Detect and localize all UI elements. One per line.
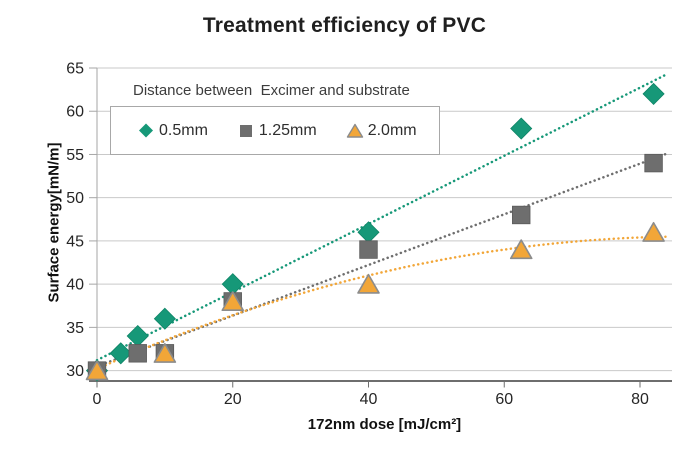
- data-point-0.5mm: [510, 117, 533, 140]
- y-tick-label: 65: [66, 61, 84, 78]
- legend-label: 0.5mm: [159, 121, 208, 139]
- legend-label: 1.25mm: [258, 121, 317, 139]
- x-tick-label: 20: [224, 391, 242, 408]
- data-point-0.5mm: [153, 307, 176, 330]
- data-point-1.25mm: [644, 153, 663, 173]
- legend-item-2.0mm: 2.0mm: [346, 122, 417, 140]
- data-point-2.0mm: [357, 273, 380, 294]
- data-point-1.25mm: [359, 240, 378, 259]
- x-axis-label: 172nm dose [mJ/cm²]: [307, 416, 462, 433]
- y-tick-label: 30: [66, 363, 84, 380]
- data-point-1.25mm: [512, 205, 531, 225]
- y-tick-label: 50: [66, 190, 84, 207]
- x-tick-label: 40: [360, 391, 378, 408]
- data-point-2.0mm: [509, 239, 533, 260]
- trendline-1.25mm: [95, 152, 669, 368]
- legend-label: 2.0mm: [367, 121, 417, 139]
- data-point-2.0mm: [85, 360, 109, 381]
- trendline-0.5mm: [95, 72, 669, 362]
- y-tick-label: 60: [66, 104, 84, 121]
- data-point-2.0mm: [153, 343, 177, 363]
- legend-marker-triangle-icon: [346, 122, 364, 139]
- legend-marker-diamond-icon: [137, 122, 155, 139]
- x-tick-label: 0: [93, 391, 102, 408]
- legend-box: 0.5mm 1.25mm 2.0mm: [110, 106, 440, 155]
- data-point-2.0mm: [221, 291, 245, 312]
- chart-title: Treatment efficiency of PVC: [202, 14, 487, 37]
- y-tick-label: 45: [66, 233, 84, 250]
- y-tick-label: 40: [66, 277, 84, 294]
- legend-item-0.5mm: 0.5mm: [137, 122, 208, 140]
- data-point-1.25mm: [128, 344, 147, 363]
- y-tick-label: 55: [66, 147, 84, 164]
- data-point-0.5mm: [109, 342, 132, 365]
- trendline-2.0mm: [95, 235, 669, 371]
- y-tick-label: 35: [66, 320, 84, 337]
- legend-title: Distance between Excimer and substrate: [133, 82, 410, 99]
- y-axis-label: Surface energy[mN/m]: [45, 142, 63, 303]
- legend-marker-square-icon: [237, 122, 255, 139]
- data-point-0.5mm: [642, 82, 665, 106]
- data-point-2.0mm: [642, 221, 665, 242]
- data-point-0.5mm: [357, 221, 380, 244]
- x-tick-label: 60: [495, 391, 513, 408]
- legend-item-1.25mm: 1.25mm: [237, 122, 317, 140]
- x-tick-label: 80: [631, 391, 649, 408]
